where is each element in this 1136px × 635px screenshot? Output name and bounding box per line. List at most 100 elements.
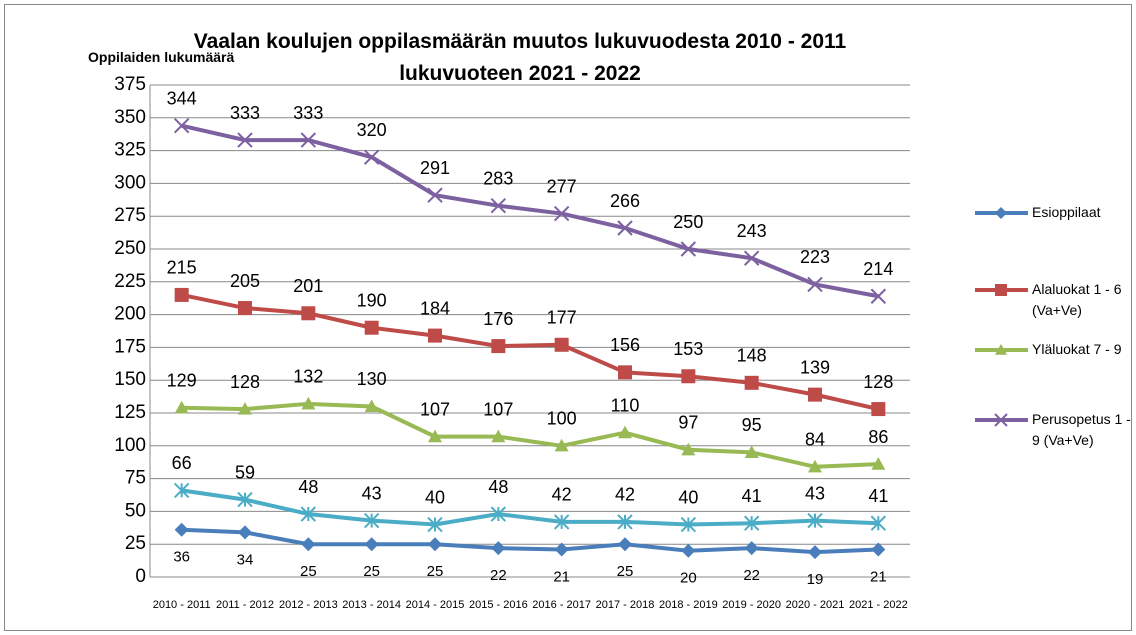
data-label: 128 [863,372,893,392]
series-line [181,527,879,555]
data-label: 48 [488,477,508,497]
marker [491,339,506,354]
marker [618,365,632,380]
marker [871,457,886,470]
marker [174,287,189,302]
marker [363,149,380,165]
legend-label: Esioppilaat [1032,204,1101,220]
marker [364,399,379,413]
x-tick-label: 2021 - 2022 [849,599,908,611]
data-label: 86 [868,427,888,447]
data-label: 43 [362,483,382,503]
marker [617,220,633,236]
marker [995,284,1007,296]
marker [744,375,759,390]
data-label: 41 [742,486,762,506]
data-label: 205 [230,271,260,291]
x-tick-label: 2010 - 2011 [153,599,211,611]
data-label: 130 [357,369,387,389]
marker [363,512,380,529]
series-line [181,488,879,527]
series-line [181,401,879,469]
y-tick-label: 25 [125,533,146,554]
x-tick-label: 2011 - 2012 [216,599,274,611]
marker [301,537,316,552]
marker [617,514,633,530]
data-label: 40 [678,487,698,507]
y-tick-label: 200 [114,304,146,325]
data-label: 283 [483,168,513,188]
chart-title: Vaalan koulujen oppilasmäärän muutos luk… [193,30,847,85]
marker [554,438,569,452]
data-label: 190 [357,290,387,310]
data-label: 36 [173,549,190,566]
data-label: 42 [615,485,635,505]
data-label: 184 [420,298,450,318]
series-line [181,292,879,412]
data-label: 20 [680,570,697,587]
marker [301,306,316,321]
marker [491,429,506,443]
data-label: 66 [172,453,192,473]
marker [300,506,317,522]
data-label: 59 [235,462,255,482]
y-tick-label: 225 [114,271,146,292]
data-label: 128 [230,372,260,392]
legend-label: Perusopetus 1 - 9 (Va+Ve) [1032,411,1131,448]
data-label: 153 [673,339,703,359]
marker [995,207,1007,219]
data-label: 84 [805,430,825,450]
data-label: 34 [237,551,254,568]
data-label: 25 [427,563,444,580]
data-label: 243 [737,221,767,241]
marker [870,288,887,304]
marker [174,522,189,537]
data-label: 177 [547,308,577,328]
y-tick-label: 50 [125,500,146,521]
marker [554,337,569,352]
data-label: 42 [552,485,572,505]
x-tick-label: 2017 - 2018 [596,599,655,611]
marker [808,545,822,560]
y-tick-label: 0 [135,566,146,587]
y-tick-label: 125 [114,402,146,423]
data-label: 19 [807,571,824,588]
y-tick-label: 75 [125,468,146,489]
marker [680,516,697,533]
data-label: 215 [167,258,197,278]
data-label: 320 [357,120,387,140]
marker [681,442,696,456]
marker [364,320,379,335]
data-label: 214 [863,259,893,279]
marker [995,344,1007,355]
marker [491,541,506,556]
marker [237,132,253,148]
marker [807,512,823,529]
marker [237,491,253,508]
y-tick-label: 100 [114,435,146,456]
data-label: 176 [483,309,513,329]
frame [4,4,1132,631]
x-tick-label: 2019 - 2020 [722,599,781,611]
marker [238,402,252,415]
data-label: 223 [800,247,830,267]
marker [618,537,632,552]
marker [173,482,190,499]
data-label: 266 [610,191,640,211]
marker [808,459,822,473]
y-axis-label: Oppilaiden lukumäärä [88,49,235,65]
marker [238,525,252,540]
marker [238,301,252,316]
marker [554,542,569,557]
marker [300,132,317,148]
marker [428,328,442,343]
marker [553,514,570,530]
data-label: 100 [547,409,577,429]
marker [681,543,696,558]
y-tick-label: 150 [114,369,146,390]
x-tick-label: 2018 - 2019 [659,599,718,611]
series-line [181,123,879,299]
data-label: 148 [737,346,767,366]
data-label: 41 [868,486,888,506]
